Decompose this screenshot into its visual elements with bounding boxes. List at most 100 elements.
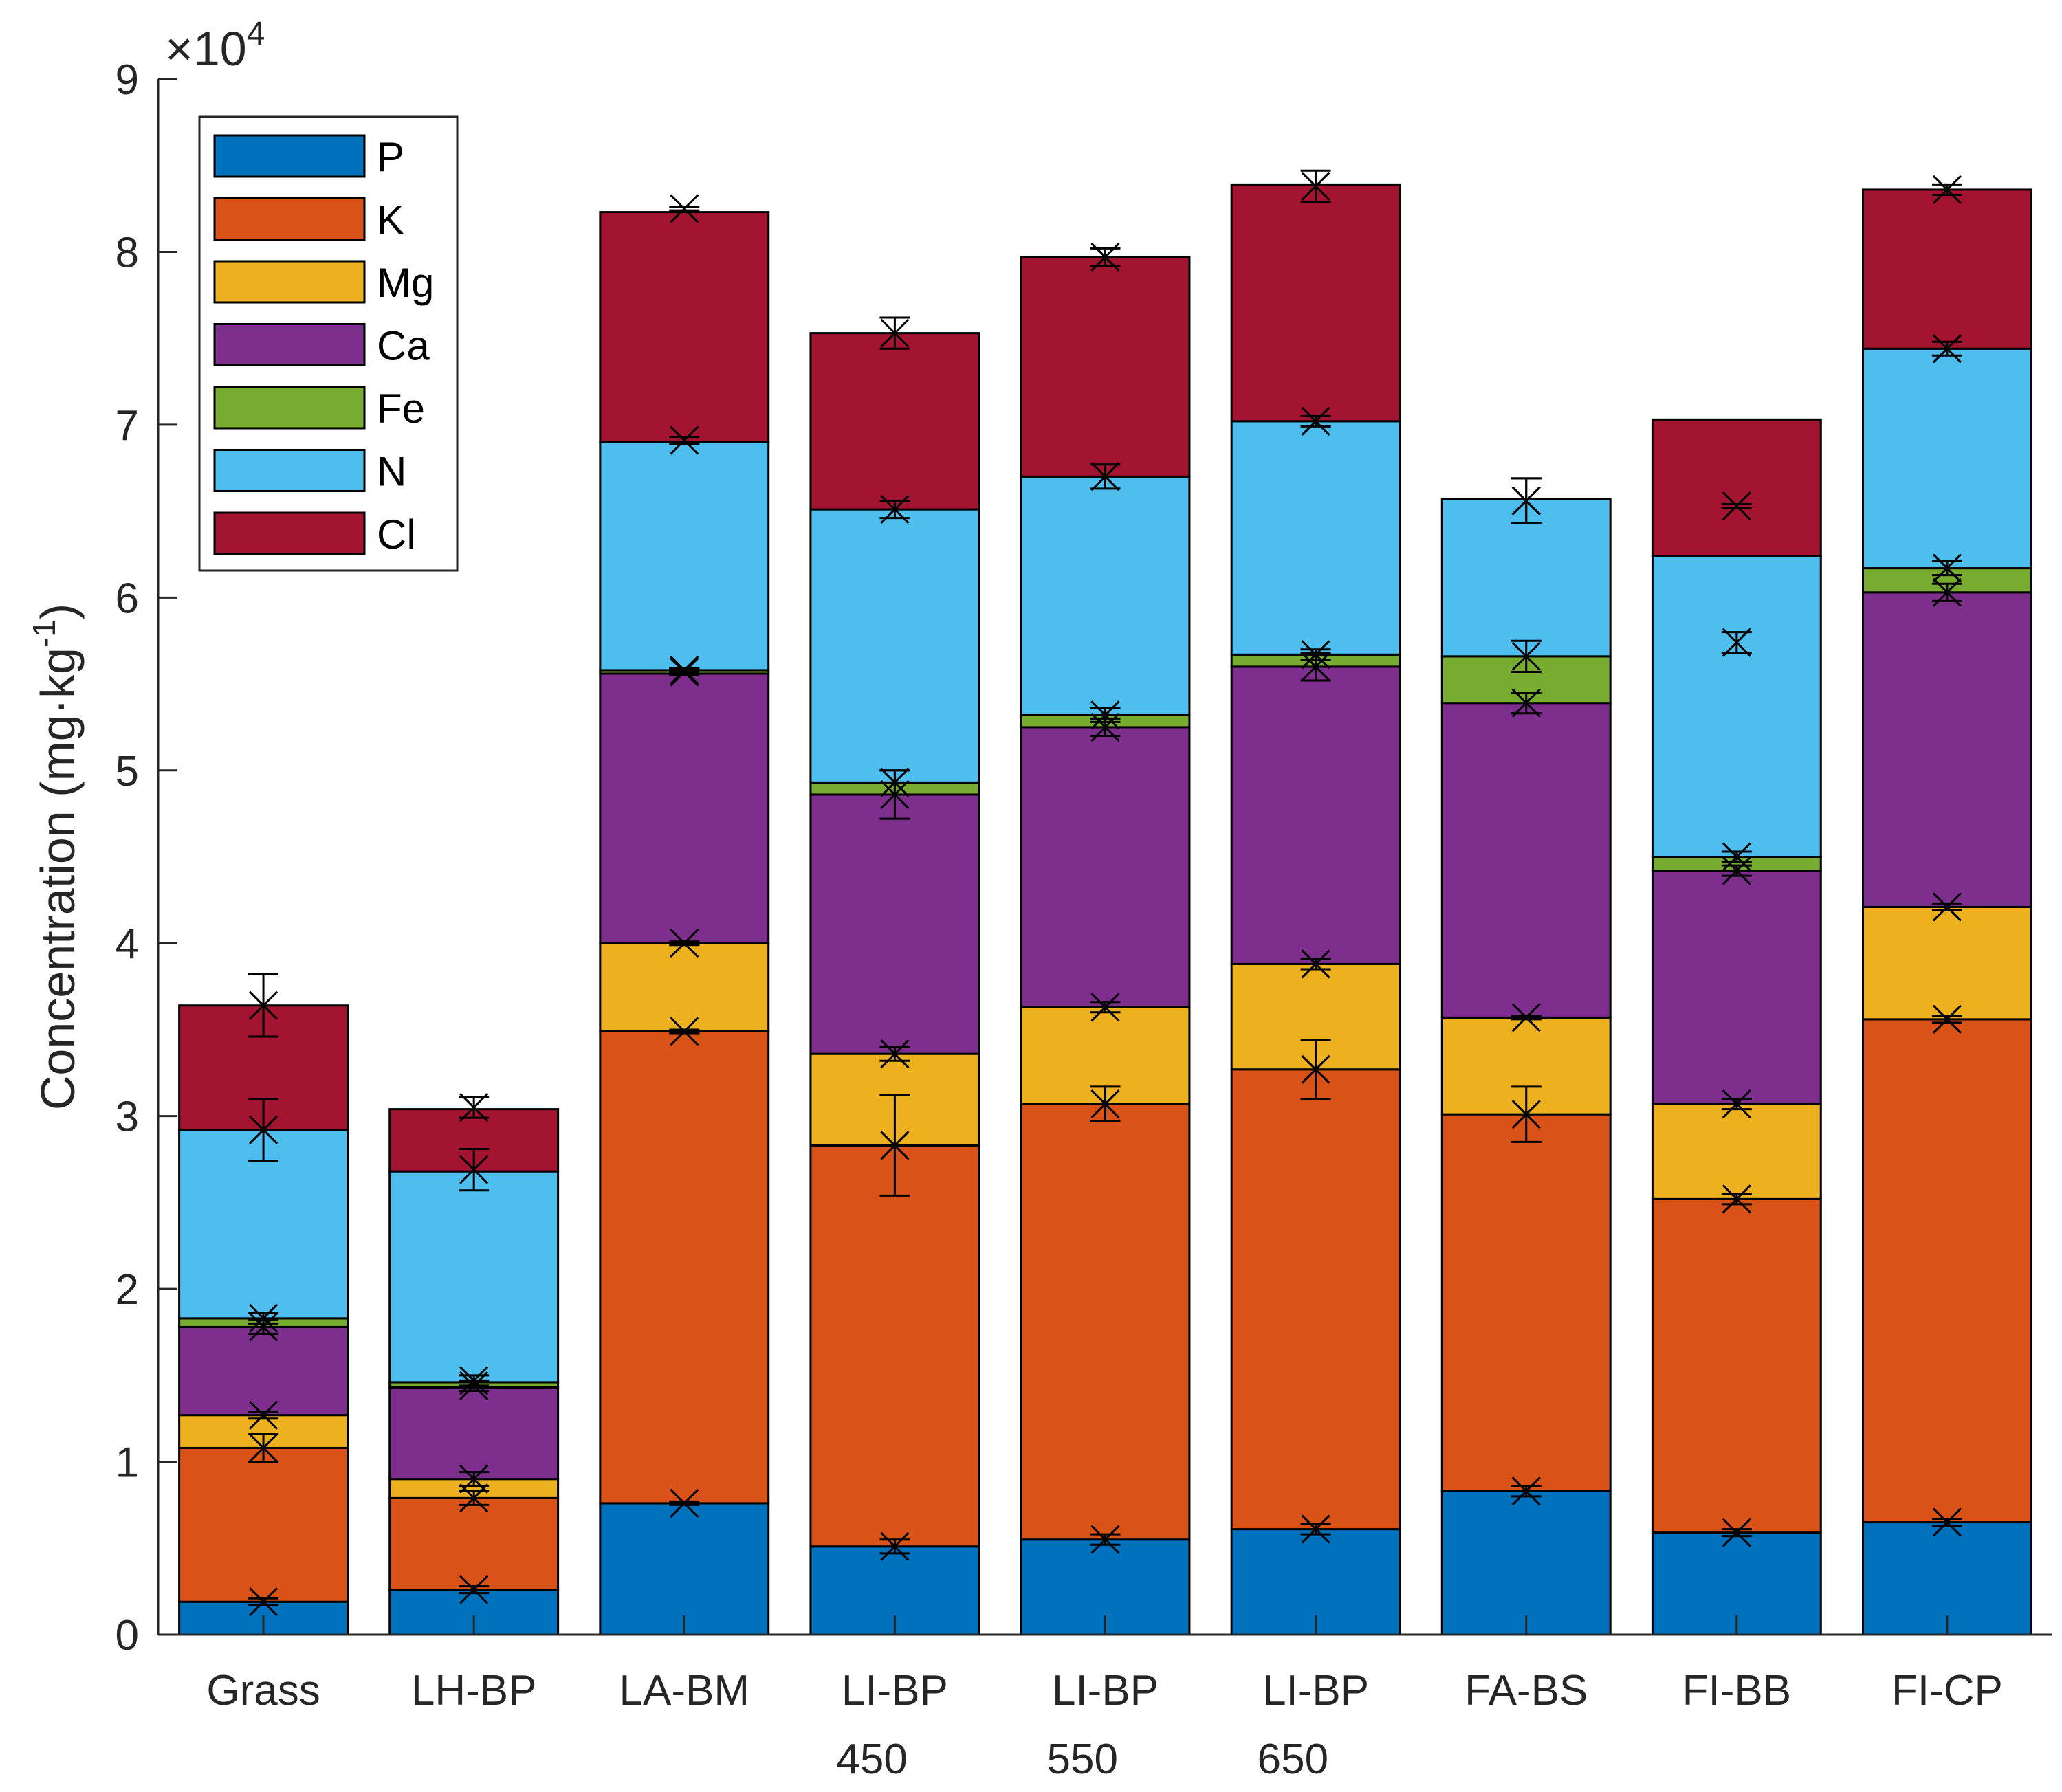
bar-segment-ca-3 xyxy=(599,672,770,944)
bar-segment-k-1 xyxy=(178,1446,349,1603)
error-bar-4-5 xyxy=(879,768,910,797)
bar-segment-p-3 xyxy=(599,1502,770,1636)
error-bar-2-6 xyxy=(459,1147,490,1192)
error-bar-1-3 xyxy=(248,1400,279,1430)
bar-segment-cl-5 xyxy=(1020,256,1191,478)
bar-segment-n-6 xyxy=(1230,420,1401,656)
y-tick-label: 5 xyxy=(116,748,139,795)
error-bar-5-1 xyxy=(1090,1525,1121,1554)
bar-segment-k-7 xyxy=(1440,1113,1612,1492)
error-bar-8-1 xyxy=(1721,1518,1752,1547)
legend-swatch-ca xyxy=(213,323,366,366)
error-bar-4-2 xyxy=(879,1094,910,1197)
x-tick-label: LI-BP xyxy=(1262,1667,1369,1714)
error-bar-9-2 xyxy=(1931,1004,1962,1034)
bar-segment-ca-2 xyxy=(388,1386,560,1481)
bar-segment-mg-9 xyxy=(1862,905,2032,1021)
legend-swatch-cl xyxy=(213,511,366,555)
legend-label-ca: Ca xyxy=(377,323,430,369)
bar-segment-cl-4 xyxy=(809,332,980,511)
y-axis-label: Concentration (mg·kg-1) xyxy=(26,604,85,1110)
error-bar-3-7 xyxy=(669,194,700,223)
error-bar-9-1 xyxy=(1931,1507,1962,1537)
y-tick-label: 7 xyxy=(116,402,139,450)
x-tick-label: LH-BP xyxy=(411,1667,537,1714)
bar-segment-k-9 xyxy=(1862,1018,2032,1524)
bar-segment-ca-9 xyxy=(1862,591,2032,908)
y-tick-label: 6 xyxy=(116,575,139,622)
x-tick-label: LI-BP xyxy=(1052,1667,1159,1714)
error-bar-8-7 xyxy=(1721,491,1752,521)
error-bar-9-6 xyxy=(1931,334,1962,364)
y-tick-label: 8 xyxy=(116,229,139,276)
error-bar-6-6 xyxy=(1300,406,1331,436)
y-tick-label: 1 xyxy=(116,1439,139,1487)
error-bar-5-5 xyxy=(1090,700,1121,730)
legend-swatch-k xyxy=(213,197,366,241)
error-bar-8-5 xyxy=(1721,842,1752,872)
error-bar-6-2 xyxy=(1300,1039,1331,1100)
y-tick-label: 3 xyxy=(116,1094,139,1141)
bar-segment-ca-8 xyxy=(1651,870,1822,1105)
x-tick-label: FA-BS xyxy=(1465,1667,1588,1714)
error-bar-3-2 xyxy=(669,1017,700,1046)
bar-segment-cl-8 xyxy=(1651,418,1822,557)
error-bar-3-6 xyxy=(669,425,700,455)
bar-segment-n-2 xyxy=(388,1170,560,1384)
bar-segment-k-4 xyxy=(809,1144,980,1548)
error-bar-7-7 xyxy=(1511,477,1542,524)
bar-segment-mg-8 xyxy=(1651,1103,1822,1200)
bar-segment-ca-4 xyxy=(809,793,980,1055)
error-bar-4-7 xyxy=(879,316,910,350)
error-bar-5-3 xyxy=(1090,993,1121,1022)
error-bar-2-1 xyxy=(459,1575,490,1604)
error-bar-4-6 xyxy=(879,495,910,524)
error-bar-8-2 xyxy=(1721,1184,1752,1214)
bar-segment-cl-9 xyxy=(1862,188,2032,350)
y-tick-label: 4 xyxy=(116,920,139,968)
y-tick-label: 2 xyxy=(116,1266,139,1314)
x-tick-label: 550 xyxy=(1047,1736,1118,1783)
error-bar-4-1 xyxy=(879,1531,910,1561)
error-bar-2-5 xyxy=(459,1366,490,1395)
error-bar-9-5 xyxy=(1931,553,1962,583)
bar-segment-k-8 xyxy=(1651,1197,1822,1534)
error-bar-7-5 xyxy=(1511,639,1542,673)
bar-segment-n-3 xyxy=(599,441,770,672)
legend-label-cl: Cl xyxy=(377,511,416,557)
error-bar-7-2 xyxy=(1511,1085,1542,1143)
error-bar-1-1 xyxy=(248,1587,279,1617)
bar-segment-ca-1 xyxy=(178,1325,349,1417)
bar-segment-k-6 xyxy=(1230,1068,1401,1531)
error-bar-9-4 xyxy=(1931,577,1962,607)
x-tick-label: 650 xyxy=(1258,1736,1328,1783)
error-bar-9-7 xyxy=(1931,175,1962,204)
error-bar-3-1 xyxy=(669,1488,700,1518)
legend: PK Mg Ca Fe N Cl xyxy=(198,115,459,572)
bar-segment-cl-6 xyxy=(1230,183,1401,423)
error-bar-1-6 xyxy=(248,1098,279,1162)
legend-label-p: P xyxy=(377,134,404,180)
error-bar-1-5 xyxy=(248,1303,279,1333)
legend-swatch-p xyxy=(213,134,366,178)
error-bar-5-7 xyxy=(1090,242,1121,272)
error-bar-2-7 xyxy=(459,1093,490,1122)
bar-segment-n-9 xyxy=(1862,347,2032,570)
x-tick-label: Grass xyxy=(206,1667,320,1714)
y-tick-label: 0 xyxy=(116,1612,139,1659)
error-bar-5-6 xyxy=(1090,462,1121,491)
legend-swatch-fe xyxy=(213,386,366,430)
error-bar-2-3 xyxy=(459,1464,490,1494)
error-bar-7-1 xyxy=(1511,1476,1542,1506)
error-bar-3-3 xyxy=(669,929,700,958)
error-bar-6-5 xyxy=(1300,640,1331,670)
x-tick-label: LI-BP xyxy=(842,1667,948,1714)
error-bar-6-7 xyxy=(1300,169,1331,203)
bar-segment-k-2 xyxy=(388,1496,560,1591)
bar-segment-n-4 xyxy=(809,508,980,784)
error-bar-6-1 xyxy=(1300,1514,1331,1544)
x-tick-label: 450 xyxy=(836,1736,907,1783)
bar-segment-k-5 xyxy=(1020,1103,1191,1541)
error-bar-6-3 xyxy=(1300,949,1331,979)
